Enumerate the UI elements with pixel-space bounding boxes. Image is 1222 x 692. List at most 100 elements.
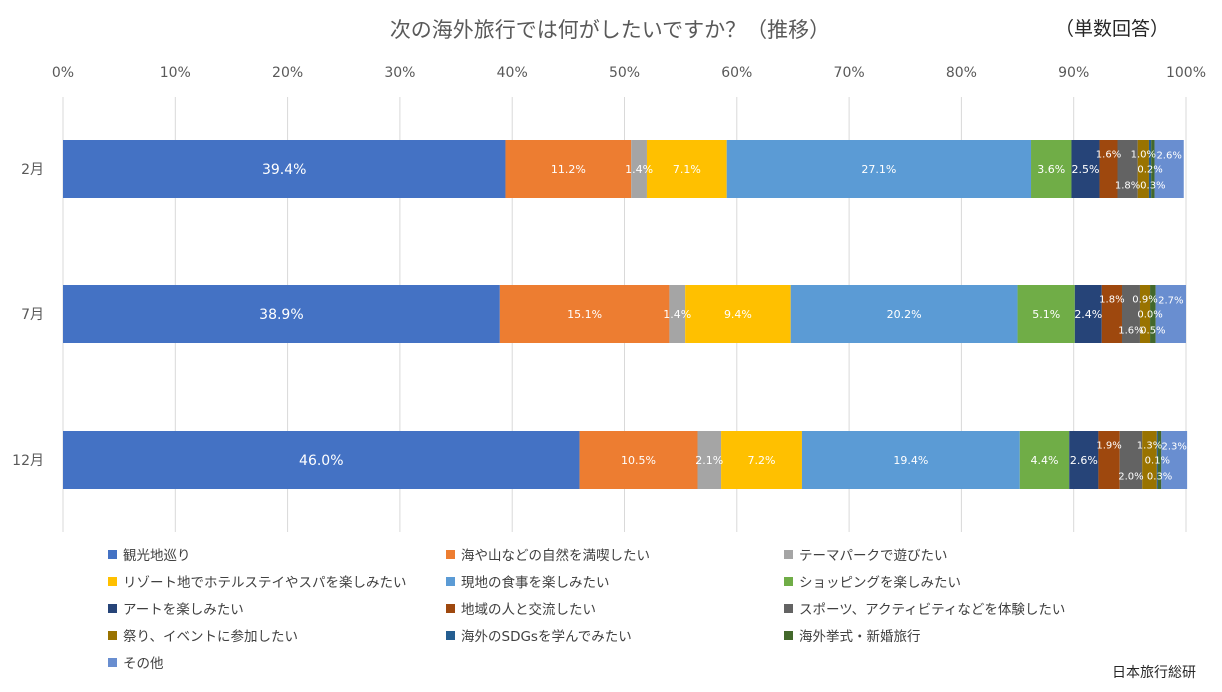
data-label: 0.5% xyxy=(1140,326,1165,337)
data-label: 7.2% xyxy=(748,454,776,467)
bar-segment xyxy=(63,140,506,198)
legend-label: 海外挙式・新婚旅行 xyxy=(799,629,921,645)
bar-segment xyxy=(63,431,580,489)
legend-item: 海や山などの自然を満喫したい xyxy=(446,543,784,565)
data-label: 19.4% xyxy=(893,454,928,467)
legend-item: 観光地巡り xyxy=(108,543,446,565)
legend-swatch xyxy=(446,576,455,586)
data-label: 0.3% xyxy=(1147,472,1172,483)
legend-swatch xyxy=(446,549,455,559)
data-label: 2.6% xyxy=(1070,454,1098,467)
legend-label: アートを楽しみたい xyxy=(123,602,244,618)
category-label: 7月 xyxy=(21,307,44,323)
bar-segment xyxy=(1137,140,1149,198)
chart-title: 次の海外旅行では何がしたいですか？（推移） xyxy=(389,18,831,42)
bar-segment xyxy=(1071,140,1100,198)
bar-segment xyxy=(1101,285,1122,343)
bar-segment xyxy=(1155,285,1186,343)
legend-swatch xyxy=(446,603,455,613)
data-label: 1.4% xyxy=(663,308,691,321)
data-label: 0.3% xyxy=(1140,181,1165,192)
bar-segment xyxy=(669,285,686,343)
legend-swatch xyxy=(784,576,793,586)
legend-item: ショッピングを楽しみたい xyxy=(784,570,1108,592)
legend-swatch xyxy=(108,603,117,613)
bar-segment xyxy=(1121,285,1140,343)
data-label: 1.6% xyxy=(1096,150,1121,161)
legend-label: その他 xyxy=(123,656,164,672)
data-label: 1.8% xyxy=(1115,181,1140,192)
source-label: 日本旅行総研 xyxy=(1112,665,1196,681)
bar-segment xyxy=(1157,431,1162,489)
data-label: 39.4% xyxy=(262,162,306,178)
x-tick-label: 70% xyxy=(834,65,865,81)
bar-segment xyxy=(1156,431,1158,489)
legend-label: 観光地巡り xyxy=(123,548,191,564)
x-tick-label: 0% xyxy=(52,65,74,81)
data-label: 2.4% xyxy=(1074,308,1102,321)
data-label: 2.7% xyxy=(1158,296,1183,307)
legend-swatch xyxy=(108,549,117,559)
bar-segment xyxy=(801,431,1020,489)
legend-item: 祭り、イベントに参加したい xyxy=(108,624,446,646)
legend-swatch xyxy=(784,603,793,613)
category-label: 2月 xyxy=(21,162,44,178)
legend-item: 現地の食事を楽しみたい xyxy=(446,570,784,592)
data-label: 20.2% xyxy=(887,308,922,321)
bar-segment xyxy=(631,140,647,198)
data-label: 11.2% xyxy=(551,163,586,176)
legend-item: 海外のSDGsを学んでみたい xyxy=(446,624,784,646)
bar-segment xyxy=(1150,285,1156,343)
bar-segment xyxy=(499,285,670,343)
bar-segment xyxy=(505,140,632,198)
legend-label: 地域の人と交流したい xyxy=(461,602,596,618)
legend-label: テーマパークで遊びたい xyxy=(799,548,948,564)
legend-item: その他 xyxy=(108,651,446,673)
bar-segment xyxy=(646,140,727,198)
data-label: 0.0% xyxy=(1137,310,1162,321)
bar-segment xyxy=(1148,140,1152,198)
x-tick-label: 20% xyxy=(272,65,303,81)
data-label: 3.6% xyxy=(1037,163,1065,176)
data-label: 46.0% xyxy=(299,453,343,469)
legend-label: 海や山などの自然を満喫したい xyxy=(461,548,650,564)
data-label: 0.2% xyxy=(1137,165,1162,176)
data-label: 2.1% xyxy=(695,454,723,467)
data-label: 9.4% xyxy=(724,308,752,321)
chart-legend: 観光地巡り 海や山などの自然を満喫したい テーマパークで遊びたいリゾート地でホテルス… xyxy=(108,543,1108,673)
bar-segment xyxy=(579,431,698,489)
data-label: 27.1% xyxy=(861,163,896,176)
legend-swatch xyxy=(108,657,117,667)
x-tick-label: 40% xyxy=(497,65,528,81)
bar-segment xyxy=(726,140,1032,198)
data-label: 15.1% xyxy=(567,308,602,321)
data-label: 2.5% xyxy=(1072,163,1100,176)
x-tick-label: 80% xyxy=(946,65,977,81)
bar-segment xyxy=(685,285,791,343)
data-label: 0.9% xyxy=(1132,295,1157,306)
bar-segment xyxy=(1019,431,1070,489)
bar-segment xyxy=(1119,431,1143,489)
bar-segment xyxy=(1151,140,1155,198)
x-tick-label: 100% xyxy=(1166,65,1206,81)
data-label: 38.9% xyxy=(259,307,303,323)
legend-label: リゾート地でホテルステイやスパを楽しみたい xyxy=(123,575,407,591)
data-label: 2.0% xyxy=(1118,472,1143,483)
unit-label: （単数回答） xyxy=(1055,18,1170,40)
bar-segment xyxy=(1142,431,1157,489)
data-label: 1.9% xyxy=(1096,441,1121,452)
data-label: 1.0% xyxy=(1131,150,1156,161)
legend-swatch xyxy=(784,630,793,640)
bar-segment xyxy=(1017,285,1075,343)
bar-segment xyxy=(1031,140,1072,198)
x-tick-label: 10% xyxy=(160,65,191,81)
data-label: 1.8% xyxy=(1099,295,1124,306)
x-tick-label: 50% xyxy=(609,65,640,81)
x-tick-label: 30% xyxy=(384,65,415,81)
legend-label: 海外のSDGsを学んでみたい xyxy=(461,629,632,645)
data-label: 2.3% xyxy=(1162,442,1187,453)
legend-item: スポーツ、アクティビティなどを体験したい xyxy=(784,597,1108,619)
x-tick-label: 90% xyxy=(1058,65,1089,81)
data-label: 4.4% xyxy=(1031,454,1059,467)
